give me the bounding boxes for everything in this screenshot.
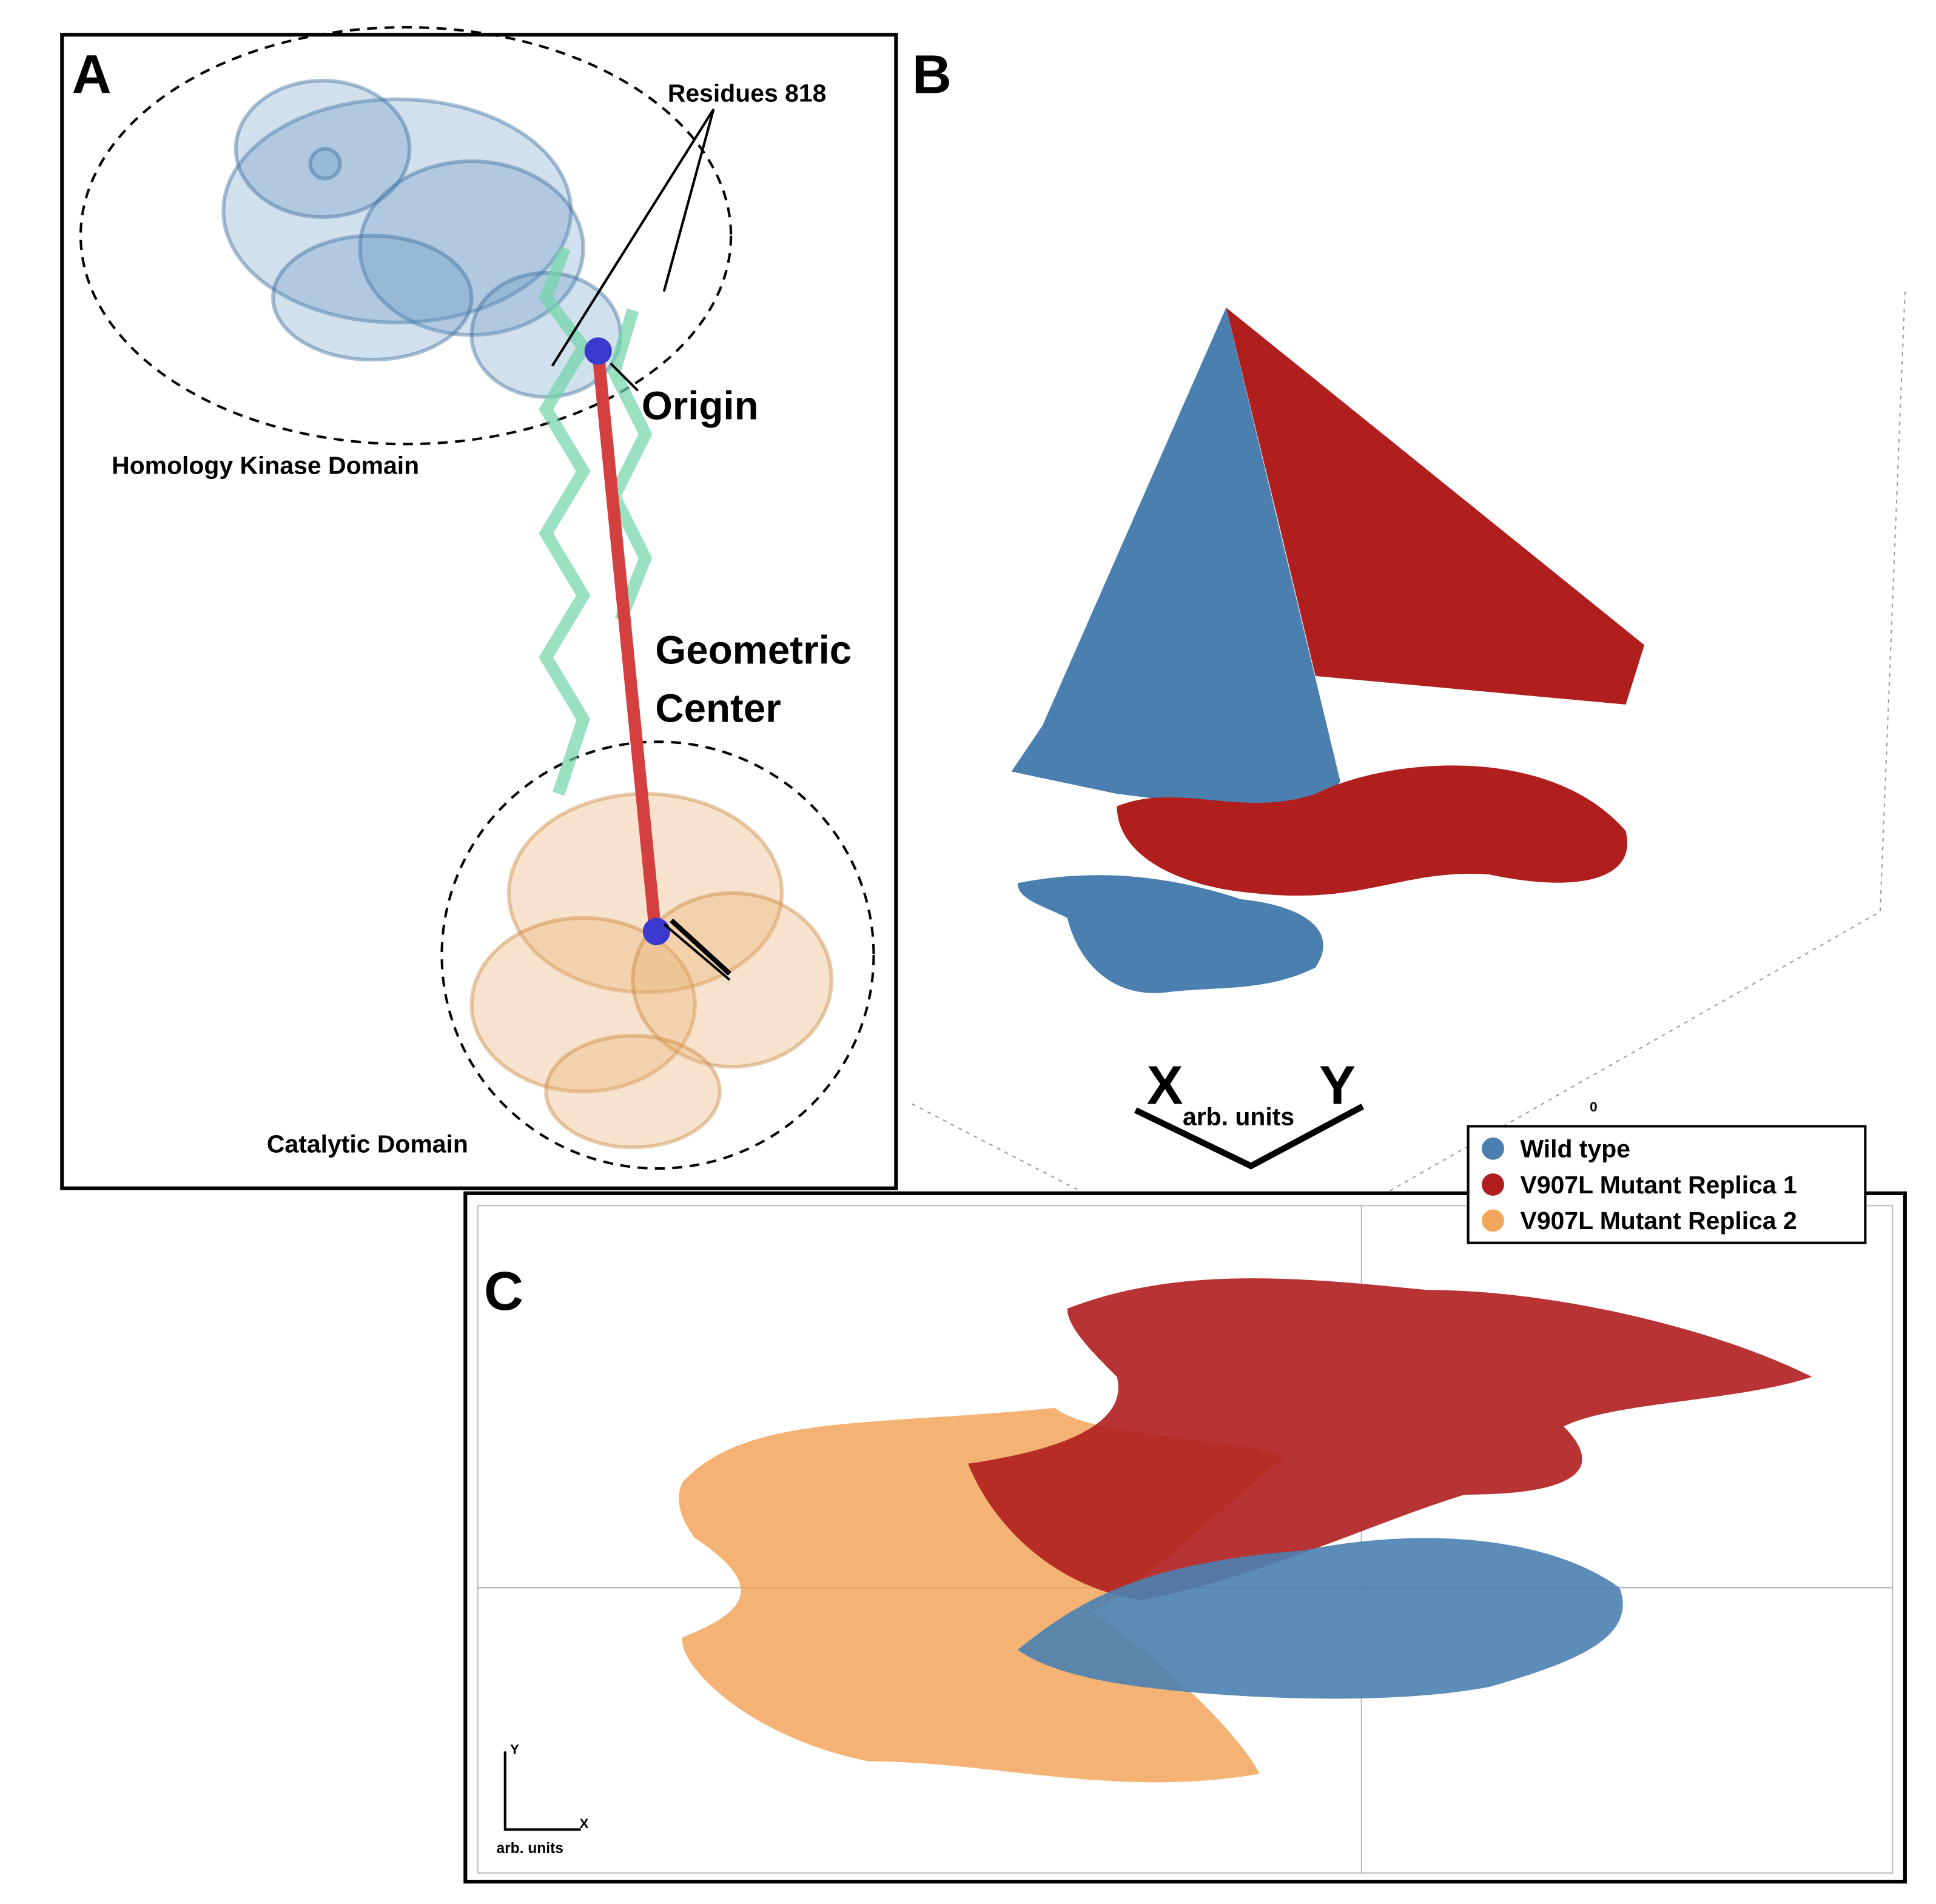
cone-wild-type: [1011, 307, 1340, 819]
annotation: Geometric: [655, 628, 852, 672]
callout-lines: [551, 108, 731, 981]
annotation: Catalytic Domain: [267, 1130, 468, 1158]
panel-label: B: [912, 44, 952, 105]
domain-outline: [79, 25, 733, 446]
center-point: [642, 917, 670, 945]
panel-label: C: [484, 1261, 523, 1322]
arrow: [670, 918, 731, 976]
panel-c: C Y X arb. units Wild type V907L Mutant R…: [463, 1125, 1907, 1884]
legend-swatch: [1482, 1173, 1504, 1196]
axis-indicator: [503, 1751, 581, 1831]
legend-frame: [1467, 1125, 1867, 1244]
cloud-wild-type: [1017, 875, 1323, 993]
axis-arrows: [1134, 1104, 1365, 1170]
axis-zero: 0: [1590, 1099, 1598, 1115]
panel-a: A Residues 818 Origin Geometric Center H…: [60, 25, 898, 1190]
cloud-replica-1: [968, 1278, 1812, 1600]
axis-label: Y: [510, 1741, 519, 1757]
axis-units: arb. units: [496, 1840, 563, 1857]
cloud-wild-type: [1017, 1538, 1623, 1699]
annotation: Center: [655, 686, 781, 731]
helix-structure: [539, 246, 653, 796]
panel-label: A: [72, 44, 112, 105]
legend-swatch: [1482, 1209, 1504, 1232]
kinase-structure: [221, 78, 623, 399]
bounding-box: [912, 291, 1906, 1192]
cloud-replica-1: [1117, 765, 1628, 896]
axis-label: Y: [1319, 1056, 1356, 1116]
panel-b: B 0 X Y arb. units: [912, 44, 1906, 1192]
origin-point: [584, 337, 612, 365]
axis-units: arb. units: [1183, 1102, 1294, 1130]
panel-frame: [60, 33, 898, 1190]
legend-label: Wild type: [1521, 1135, 1630, 1163]
legend-label: V907L Mutant Replica 2: [1521, 1207, 1797, 1235]
axis-label: X: [1147, 1056, 1183, 1116]
legend-swatch: [1482, 1137, 1504, 1160]
axis-label: X: [580, 1816, 589, 1831]
catalytic-structure: [469, 792, 833, 1150]
plot-frame: [477, 1205, 1894, 1874]
legend: Wild type V907L Mutant Replica 1 V907L Mut…: [1467, 1125, 1867, 1244]
annotation: Origin: [642, 383, 759, 427]
legend-label: V907L Mutant Replica 1: [1521, 1171, 1797, 1199]
domain-outline: [440, 740, 875, 1170]
distance-vector: [592, 347, 662, 937]
annotation: Residues 818: [668, 79, 827, 107]
cone-replica-1: [1226, 307, 1645, 705]
annotation: Homology Kinase Domain: [112, 451, 419, 479]
